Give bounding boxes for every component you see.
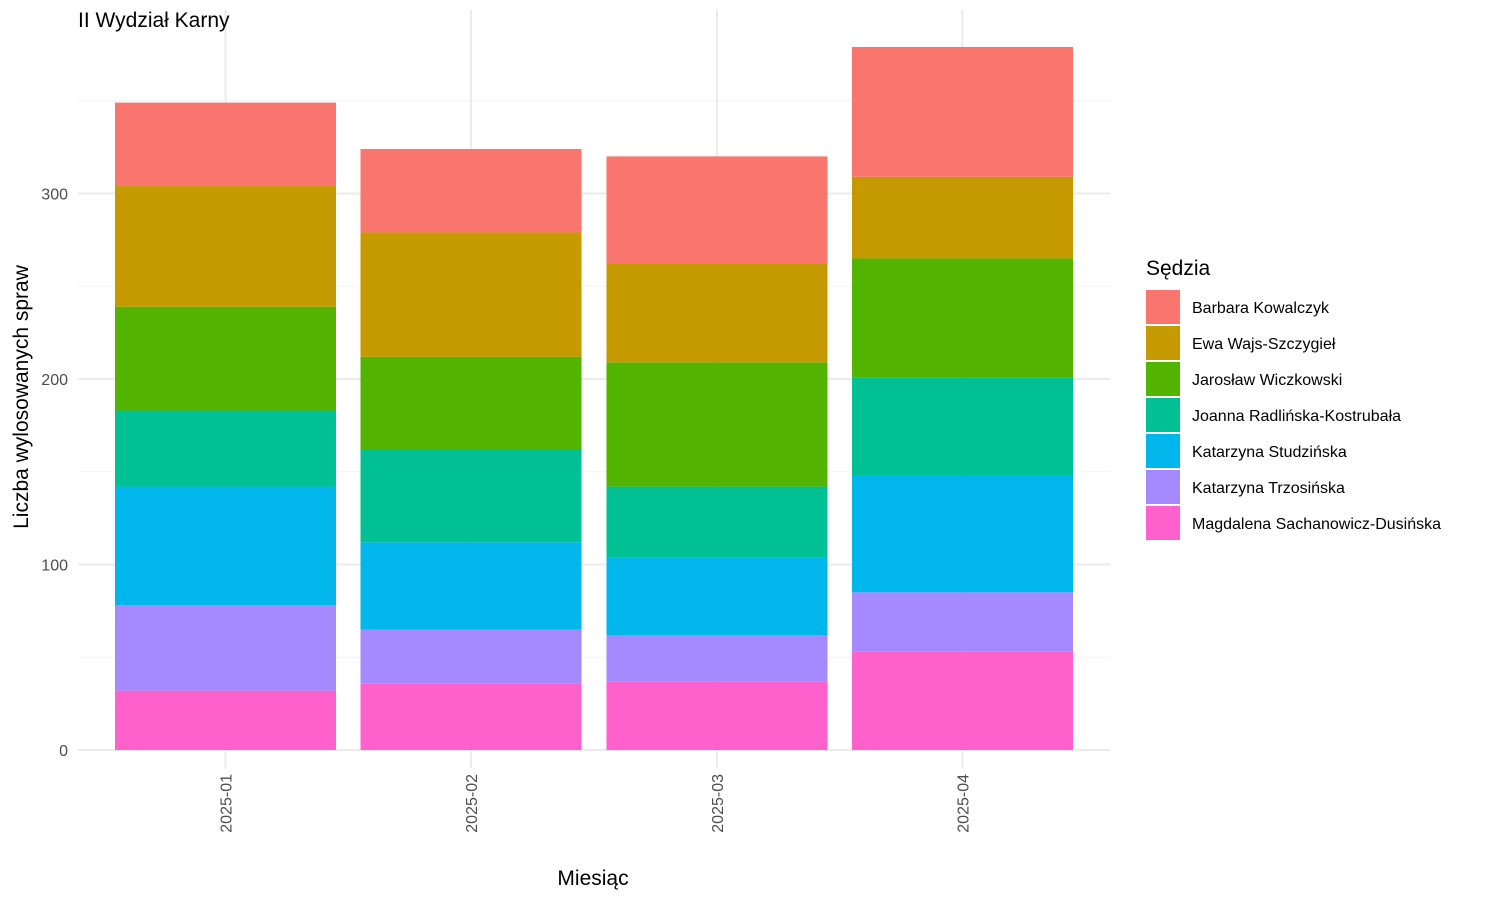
bar-segment — [115, 186, 336, 307]
bar-segment — [115, 306, 336, 411]
x-tick-label: 2025-02 — [464, 774, 481, 833]
y-axis-ticks: 0 100 200 300 — [41, 187, 68, 761]
legend-label: Magdalena Sachanowicz-Dusińska — [1192, 516, 1441, 533]
bar-segment — [852, 592, 1073, 652]
bar-segment — [115, 605, 336, 691]
legend-title: Sędzia — [1146, 257, 1211, 280]
bar-segment — [360, 232, 582, 357]
legend-label: Joanna Radlińska-Kostrubała — [1192, 408, 1401, 425]
legend-key — [1146, 398, 1180, 432]
bar-segment — [852, 176, 1073, 259]
bar-segment — [606, 156, 828, 264]
bar-segment — [606, 681, 828, 750]
bar-segment — [606, 634, 828, 682]
bar-segment — [852, 475, 1073, 593]
bar-segment — [852, 377, 1073, 476]
y-axis-title: Liczba wylosowanych spraw — [10, 264, 33, 529]
bar-segment — [360, 629, 582, 684]
legend-label: Katarzyna Studzińska — [1192, 444, 1347, 461]
bar-segment — [852, 46, 1073, 177]
bar-segment — [115, 102, 336, 187]
bar-segment — [606, 557, 828, 635]
bar-segment — [852, 258, 1073, 378]
bar-segment — [360, 148, 582, 233]
legend-key — [1146, 290, 1180, 324]
bar-segment — [115, 410, 336, 487]
bar-segment — [360, 683, 582, 750]
legend-key — [1146, 326, 1180, 360]
bar-segment — [360, 356, 582, 450]
bar-segment — [606, 486, 828, 558]
y-tick-label: 300 — [41, 187, 68, 204]
y-tick-label: 200 — [41, 372, 68, 389]
legend-label: Barbara Kowalczyk — [1192, 300, 1330, 317]
y-tick-label: 100 — [41, 558, 68, 575]
legend-key — [1146, 470, 1180, 504]
x-axis-title: Miesiąc — [557, 867, 628, 890]
legend-label: Katarzyna Trzosińska — [1192, 480, 1345, 497]
x-axis-ticks: 2025-01 2025-02 2025-03 2025-04 — [219, 774, 973, 833]
bar-segment — [606, 362, 828, 487]
x-tick-label: 2025-04 — [956, 774, 973, 833]
bars — [115, 46, 1073, 750]
bar-segment — [606, 263, 828, 363]
bar-segment — [360, 449, 582, 543]
legend-key — [1146, 434, 1180, 468]
x-tick-label: 2025-03 — [710, 774, 727, 833]
bar-segment — [360, 542, 582, 630]
legend-key — [1146, 506, 1180, 540]
legend-label: Jarosław Wiczkowski — [1192, 372, 1342, 389]
bar-segment — [115, 486, 336, 606]
chart-title: II Wydział Karny — [78, 9, 230, 32]
bar-segment — [852, 651, 1073, 750]
legend: Sędzia Barbara Kowalczyk Ewa Wajs-Szczygi… — [1146, 257, 1441, 540]
legend-label: Ewa Wajs-Szczygieł — [1192, 336, 1336, 353]
x-tick-label: 2025-01 — [219, 774, 236, 833]
bar-segment — [115, 690, 336, 750]
legend-key — [1146, 362, 1180, 396]
y-tick-label: 0 — [59, 743, 68, 760]
